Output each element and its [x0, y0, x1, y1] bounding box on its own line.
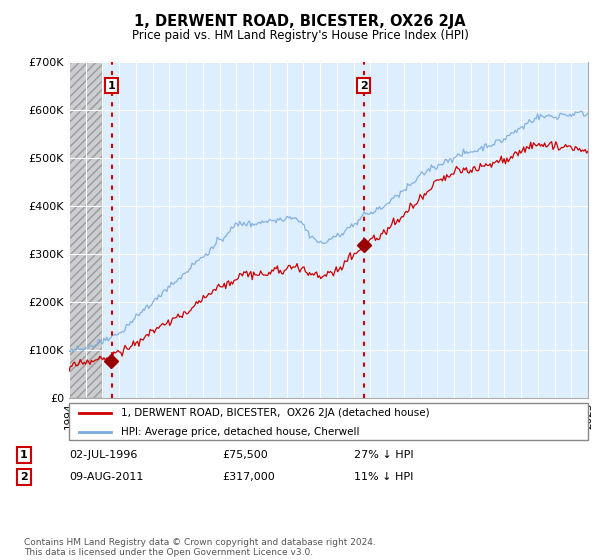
Text: HPI: Average price, detached house, Cherwell: HPI: Average price, detached house, Cher…: [121, 427, 359, 437]
Text: £317,000: £317,000: [222, 472, 275, 482]
Text: 2: 2: [20, 472, 28, 482]
Text: 2: 2: [360, 81, 368, 91]
Text: 11% ↓ HPI: 11% ↓ HPI: [354, 472, 413, 482]
Bar: [69, 62, 103, 398]
Text: 1: 1: [20, 450, 28, 460]
FancyBboxPatch shape: [69, 403, 588, 440]
Text: 1, DERWENT ROAD, BICESTER,  OX26 2JA (detached house): 1, DERWENT ROAD, BICESTER, OX26 2JA (det…: [121, 408, 430, 418]
Text: Price paid vs. HM Land Registry's House Price Index (HPI): Price paid vs. HM Land Registry's House …: [131, 29, 469, 42]
Text: 09-AUG-2011: 09-AUG-2011: [69, 472, 143, 482]
Bar: [69, 62, 103, 398]
Text: 1: 1: [108, 81, 116, 91]
Text: 1, DERWENT ROAD, BICESTER, OX26 2JA: 1, DERWENT ROAD, BICESTER, OX26 2JA: [134, 14, 466, 29]
Text: Contains HM Land Registry data © Crown copyright and database right 2024.
This d: Contains HM Land Registry data © Crown c…: [24, 538, 376, 557]
Text: £75,500: £75,500: [222, 450, 268, 460]
Text: 27% ↓ HPI: 27% ↓ HPI: [354, 450, 413, 460]
Text: 02-JUL-1996: 02-JUL-1996: [69, 450, 137, 460]
